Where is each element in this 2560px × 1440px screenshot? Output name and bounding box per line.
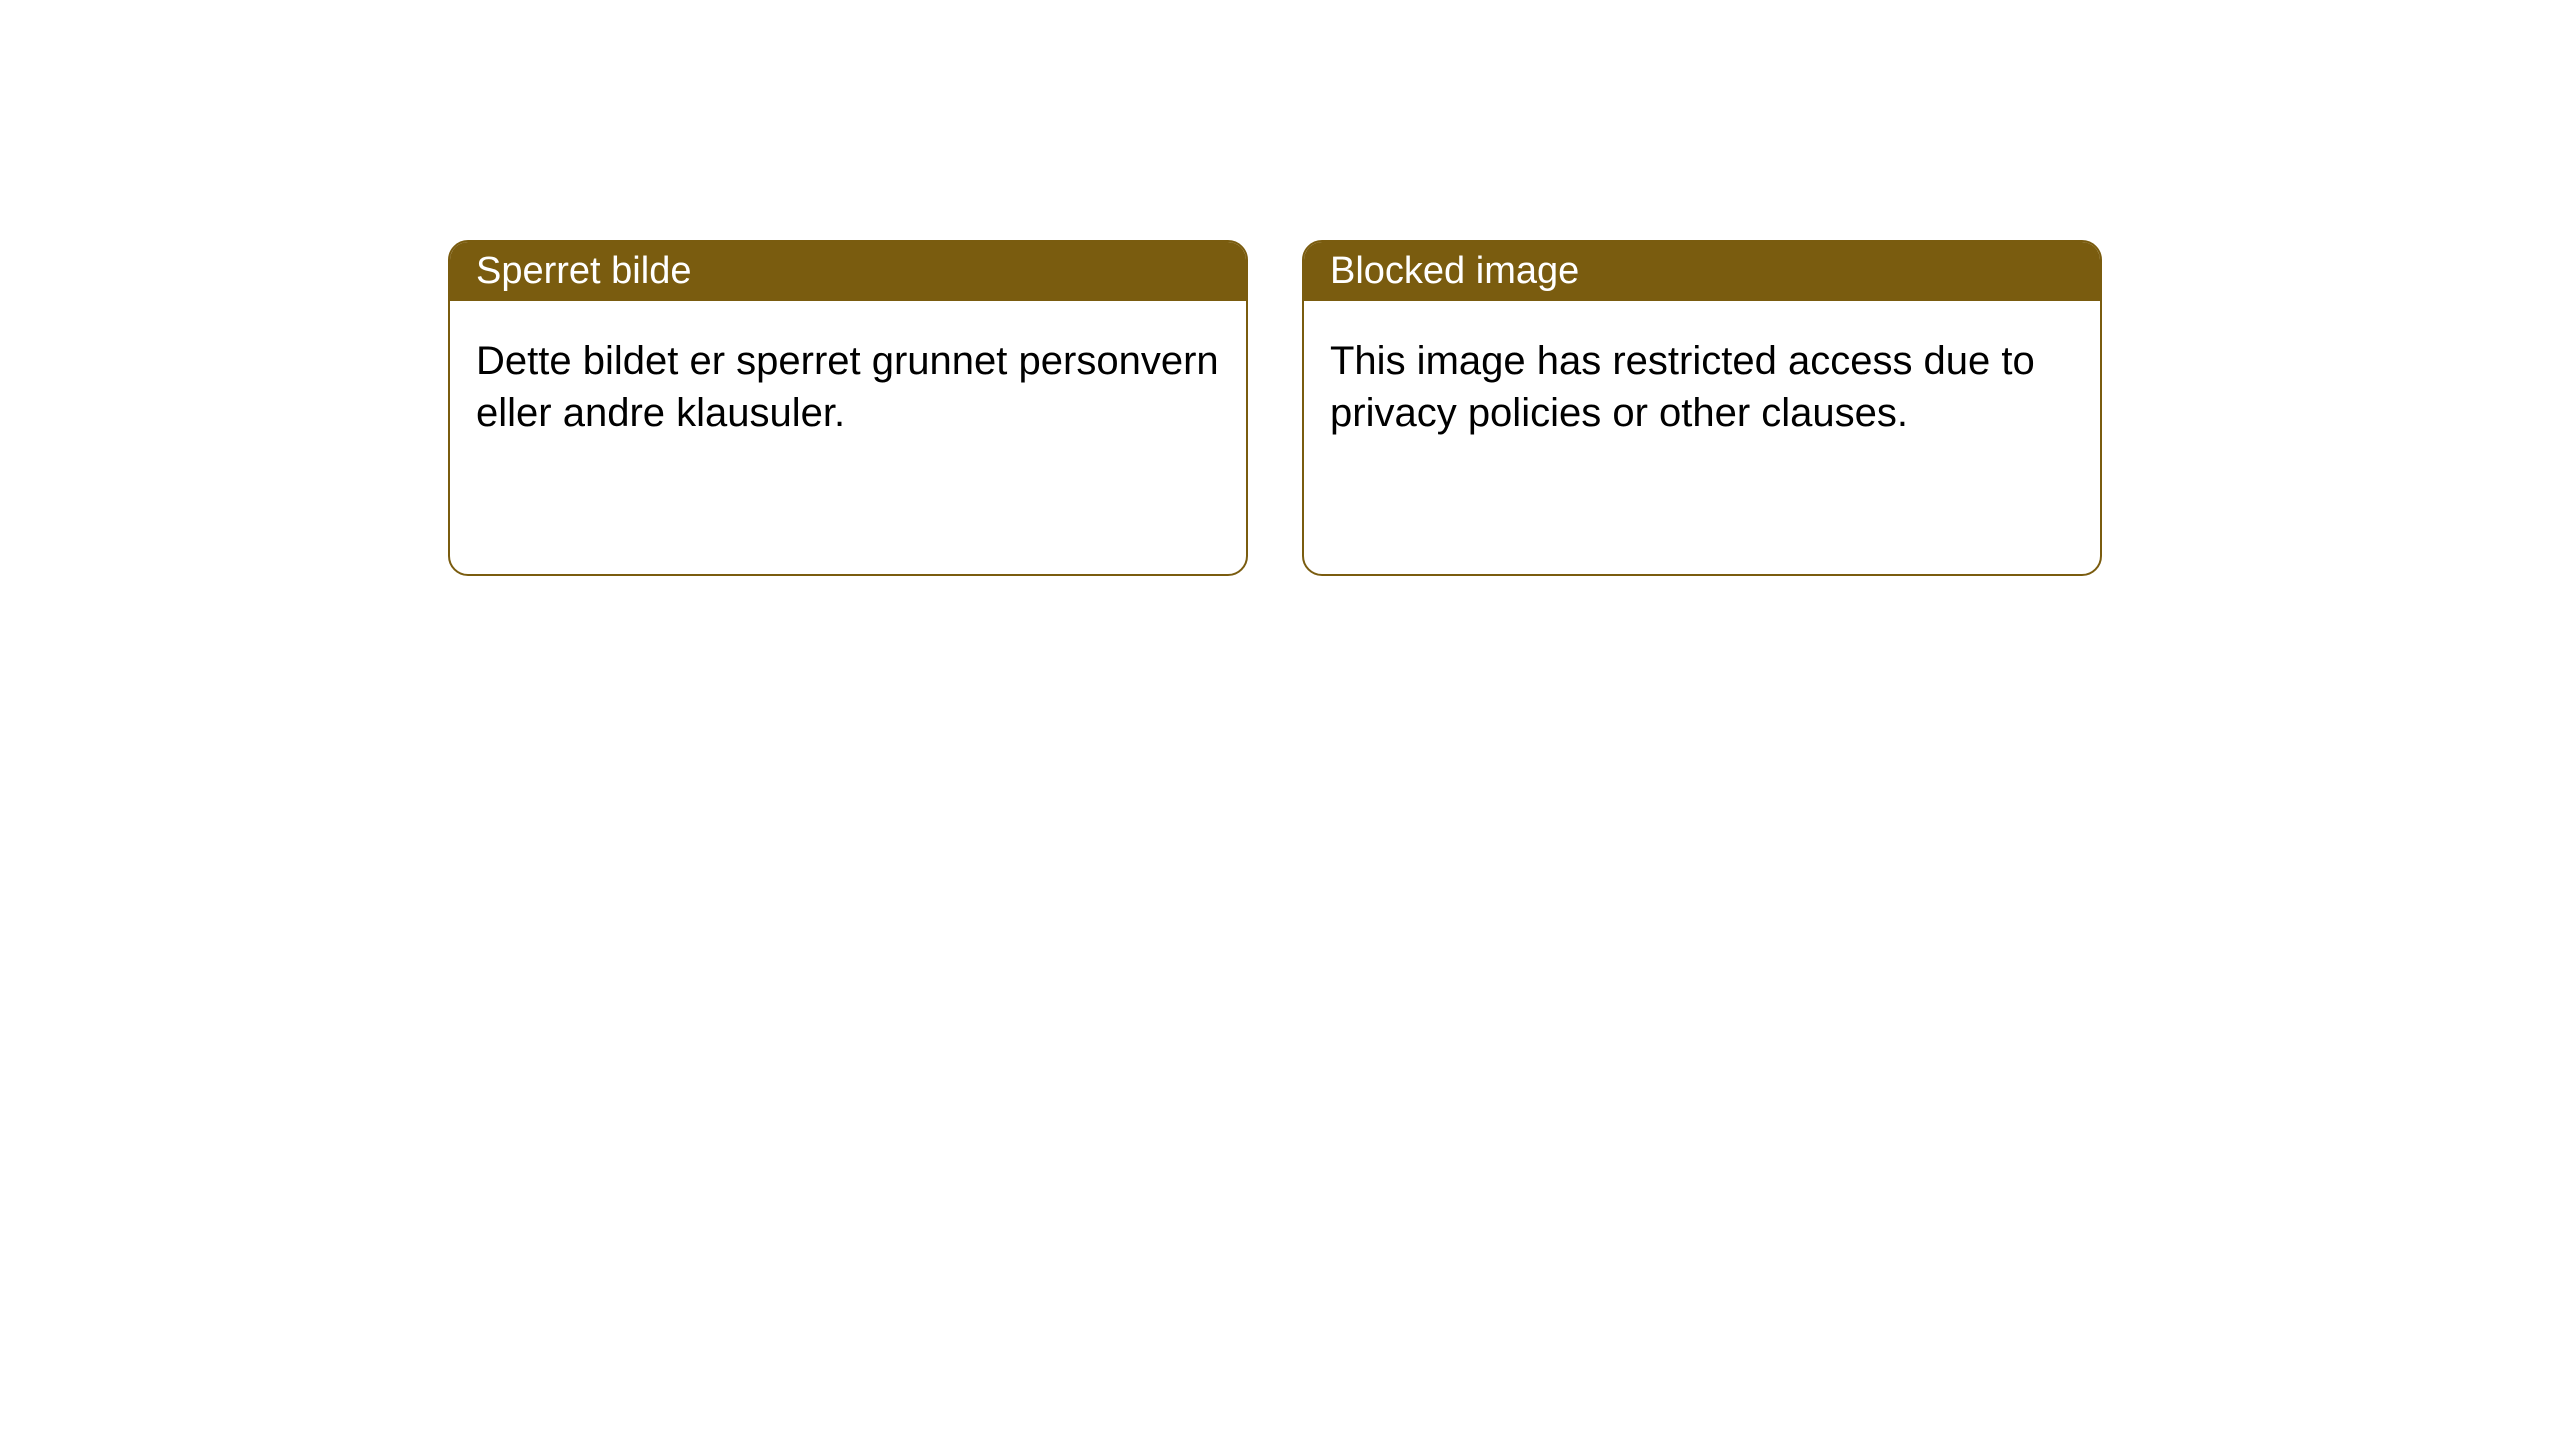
card-body: Dette bildet er sperret grunnet personve… <box>450 301 1246 473</box>
notice-container: Sperret bilde Dette bildet er sperret gr… <box>0 0 2560 576</box>
notice-card-no: Sperret bilde Dette bildet er sperret gr… <box>448 240 1248 576</box>
card-header: Blocked image <box>1304 242 2100 301</box>
notice-card-en: Blocked image This image has restricted … <box>1302 240 2102 576</box>
card-title: Sperret bilde <box>476 250 691 292</box>
card-header: Sperret bilde <box>450 242 1246 301</box>
card-body: This image has restricted access due to … <box>1304 301 2100 473</box>
card-body-text: This image has restricted access due to … <box>1330 339 2035 435</box>
card-title: Blocked image <box>1330 250 1579 292</box>
card-body-text: Dette bildet er sperret grunnet personve… <box>476 339 1219 435</box>
